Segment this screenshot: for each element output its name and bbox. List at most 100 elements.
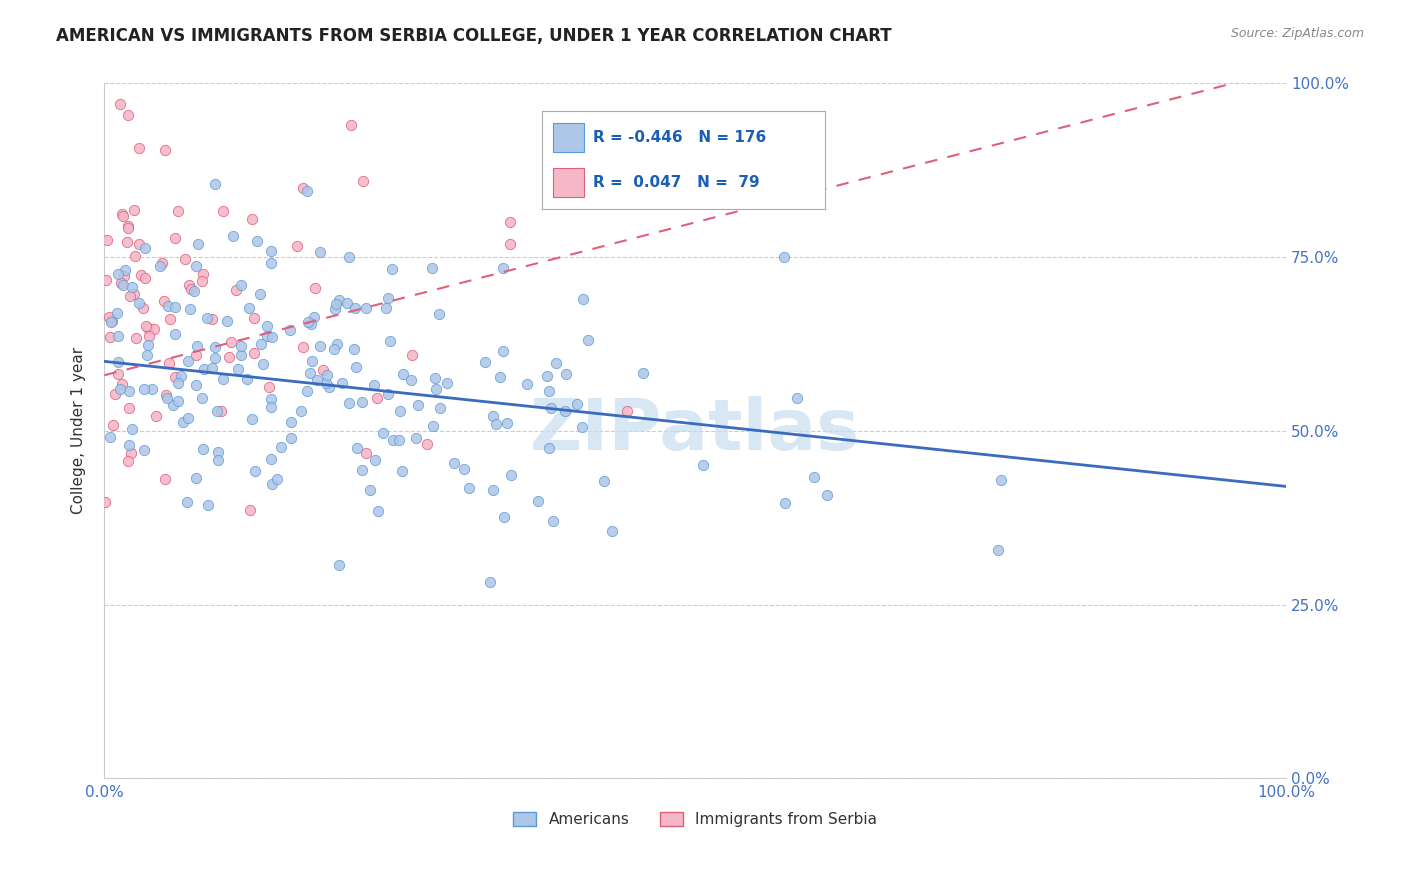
Point — [305, 373, 328, 387]
Point — [128, 296, 150, 310]
Point — [193, 362, 215, 376]
Point — [191, 391, 214, 405]
Point — [541, 514, 564, 528]
Point — [356, 445, 378, 459]
Point — [132, 382, 155, 396]
Text: ZIPatlas: ZIPatlas — [530, 396, 860, 466]
Point — [260, 451, 283, 466]
Point — [218, 350, 240, 364]
Point — [318, 380, 340, 394]
Point — [134, 241, 156, 255]
Point — [207, 445, 229, 459]
Point — [990, 473, 1012, 487]
Point — [453, 462, 475, 476]
Point — [128, 236, 150, 251]
Point — [326, 336, 349, 351]
Point — [692, 458, 714, 472]
Point — [323, 343, 346, 357]
Point — [427, 307, 450, 321]
Point — [292, 340, 315, 354]
Point — [352, 174, 374, 188]
Point — [399, 373, 422, 387]
Point — [492, 510, 515, 524]
Point — [94, 495, 117, 509]
Point — [162, 398, 184, 412]
Point — [138, 329, 160, 343]
Point — [177, 411, 200, 425]
Point — [195, 311, 218, 326]
Point — [256, 318, 278, 333]
Point — [474, 355, 496, 369]
Point — [600, 524, 623, 538]
Point — [229, 277, 252, 292]
Point — [157, 356, 180, 370]
Point — [197, 499, 219, 513]
Point — [148, 259, 170, 273]
Point — [328, 558, 350, 573]
Point — [336, 296, 359, 310]
Point — [96, 233, 118, 247]
Point — [366, 391, 388, 405]
Point — [405, 431, 427, 445]
Point — [492, 261, 515, 276]
Text: AMERICAN VS IMMIGRANTS FROM SERBIA COLLEGE, UNDER 1 YEAR CORRELATION CHART: AMERICAN VS IMMIGRANTS FROM SERBIA COLLE… — [56, 27, 891, 45]
Point — [98, 310, 121, 325]
Point — [773, 496, 796, 510]
Point — [374, 301, 396, 315]
Point — [238, 503, 260, 517]
Point — [343, 301, 366, 316]
Point — [315, 376, 337, 390]
Point — [156, 391, 179, 405]
Point — [141, 382, 163, 396]
Point — [122, 287, 145, 301]
Point — [121, 422, 143, 436]
Point — [231, 348, 253, 362]
Point — [132, 301, 155, 315]
Point — [117, 401, 139, 415]
Point — [179, 301, 201, 316]
Point — [180, 282, 202, 296]
Point — [176, 495, 198, 509]
Point — [291, 181, 314, 195]
Point — [128, 141, 150, 155]
Legend: Americans, Immigrants from Serbia: Americans, Immigrants from Serbia — [508, 805, 883, 833]
Point — [108, 97, 131, 112]
Point — [567, 396, 589, 410]
Point — [278, 323, 301, 337]
Point — [249, 287, 271, 301]
Point — [516, 377, 538, 392]
Point — [391, 464, 413, 478]
Point — [222, 228, 245, 243]
Point — [429, 401, 451, 415]
Point — [132, 443, 155, 458]
Point — [124, 249, 146, 263]
Point — [350, 463, 373, 477]
Point — [226, 361, 249, 376]
Point — [496, 416, 519, 430]
Point — [134, 270, 156, 285]
Point — [256, 328, 278, 343]
Point — [117, 437, 139, 451]
Point — [309, 338, 332, 352]
Point — [425, 382, 447, 396]
Point — [209, 404, 232, 418]
Point — [225, 283, 247, 297]
Point — [388, 403, 411, 417]
Point — [803, 470, 825, 484]
Point — [339, 118, 361, 132]
Point — [262, 477, 284, 491]
Point — [108, 382, 131, 396]
Point — [94, 273, 117, 287]
Point — [177, 278, 200, 293]
Point — [479, 574, 502, 589]
Point — [117, 219, 139, 234]
Point — [280, 431, 302, 445]
Point — [186, 377, 208, 392]
Point — [117, 454, 139, 468]
Y-axis label: College, Under 1 year: College, Under 1 year — [72, 347, 86, 515]
Point — [111, 207, 134, 221]
Point — [266, 472, 288, 486]
Point — [153, 472, 176, 486]
Point — [98, 330, 121, 344]
Point — [285, 238, 308, 252]
